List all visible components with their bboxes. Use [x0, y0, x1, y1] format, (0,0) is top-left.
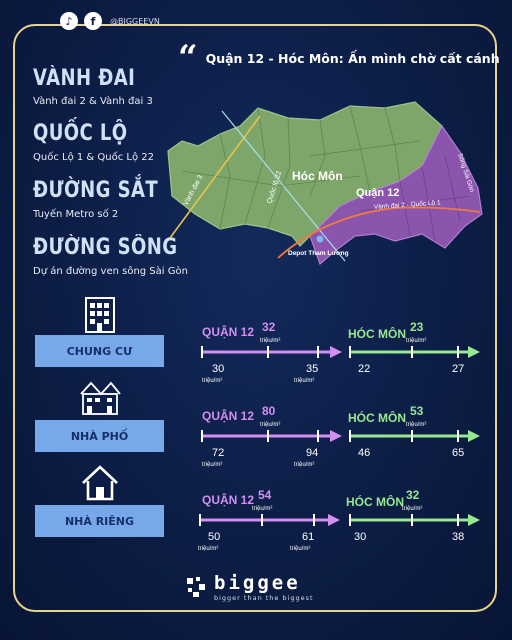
hm-timeline: HÓC MÔN 23 triệu/m² 22 27: [348, 320, 480, 375]
map-region-quan12: [309, 124, 483, 266]
hm-min-value: 30: [354, 531, 366, 543]
category-sub-waterway: Dự án đường ven sông Sài Gòn: [33, 266, 188, 277]
hm-label: HÓC MÔN: [346, 494, 404, 509]
q12-min-value: 30: [212, 363, 224, 375]
q12-min-unit: triệu/m²: [202, 378, 222, 384]
map-line-vanhdai3: [169, 115, 261, 239]
q12-timeline: QUẬN 12 54 triệu/m² 50 triệu/m² 61 triệu…: [198, 488, 340, 552]
category-title-waterway: ĐƯỜNG SÔNG: [33, 235, 178, 260]
social-handle: @BIGGEEVN: [110, 16, 160, 26]
tab-house[interactable]: NHÀ RIÊNG: [35, 505, 164, 537]
q12-avg-value: 80: [262, 404, 276, 418]
hm-label: HÓC MÔN: [348, 326, 406, 341]
tiktok-icon[interactable]: ♪: [60, 12, 78, 30]
category-sub-highway: Quốc Lộ 1 & Quốc Lộ 22: [33, 152, 154, 163]
quote-icon: “: [178, 38, 198, 78]
hm-avg-unit: triệu/m²: [406, 422, 426, 428]
page-title-block: “ Quận 12 - Hóc Môn: Ấn mình chờ cất cán…: [178, 38, 500, 78]
hm-timeline: HÓC MÔN 53 triệu/m² 46 65: [348, 404, 480, 459]
q12-max-unit: triệu/m²: [290, 546, 310, 552]
q12-max-unit: triệu/m²: [294, 462, 314, 468]
map-ward-lines: [181, 105, 421, 230]
q12-max-unit: triệu/m²: [294, 378, 314, 384]
q12-label: QUẬN 12: [202, 324, 254, 339]
district-map: Hóc Môn Quận 12 Vành đai 3 Quốc lộ 22 Và…: [167, 101, 483, 266]
brand-logo: biggee bigger than the biggest: [184, 572, 314, 602]
q12-min-unit: triệu/m²: [198, 546, 218, 552]
q12-max-value: 94: [306, 447, 318, 459]
page-title: Quận 12 - Hóc Môn: Ấn mình chờ cất cánh: [205, 50, 500, 66]
brand-tagline: bigger than the biggest: [214, 594, 314, 602]
content-frame: [13, 24, 497, 612]
hm-avg-unit: triệu/m²: [406, 338, 426, 344]
hm-max-value: 38: [452, 531, 464, 543]
q12-min-value: 50: [208, 531, 220, 543]
brand-name: biggee: [214, 572, 301, 594]
price-row-house: QUẬN 12 54 triệu/m² 50 triệu/m² 61 triệu…: [198, 488, 480, 552]
hm-avg-value: 32: [406, 488, 420, 502]
category-title-railway: ĐƯỜNG SẮT: [33, 178, 159, 203]
q12-max-value: 61: [302, 531, 314, 543]
hm-timeline: HÓC MÔN 32 triệu/m² 30 38: [346, 488, 480, 543]
townhouse-icon: [80, 381, 121, 415]
q12-timeline: QUẬN 12 80 triệu/m² 72 triệu/m² 94 triệu…: [201, 404, 342, 468]
tab-apartment[interactable]: CHUNG CƯ: [35, 335, 164, 367]
house-icon: [82, 465, 118, 501]
apartment-icon: [85, 297, 115, 333]
hm-max-value: 27: [452, 363, 464, 375]
category-title-ring-road: VÀNH ĐAI: [33, 66, 136, 91]
hm-avg-value: 23: [410, 320, 424, 334]
price-row-townhouse: QUẬN 12 80 triệu/m² 72 triệu/m² 94 triệu…: [201, 404, 480, 468]
q12-label: QUẬN 12: [202, 408, 254, 423]
q12-min-unit: triệu/m²: [202, 462, 222, 468]
q12-avg-unit: triệu/m²: [260, 422, 280, 428]
q12-avg-unit: triệu/m²: [260, 338, 280, 344]
map-line-ql22: [221, 110, 346, 262]
facebook-icon[interactable]: f: [84, 12, 102, 30]
social-bar: ♪ f @BIGGEEVN: [60, 12, 160, 30]
q12-min-value: 72: [212, 447, 224, 459]
hm-min-value: 46: [358, 447, 370, 459]
q12-max-value: 35: [306, 363, 318, 375]
category-sub-ring-road: Vành đai 2 & Vành đai 3: [33, 96, 153, 107]
q12-label: QUẬN 12: [202, 492, 254, 507]
map-label-depot: Depot Tham Lương: [288, 250, 349, 257]
biggee-logo-icon: [187, 577, 205, 597]
category-sub-railway: Tuyến Metro số 2: [33, 209, 119, 220]
tab-townhouse[interactable]: NHÀ PHỐ: [35, 420, 164, 452]
hm-min-value: 22: [358, 363, 370, 375]
map-label-hocmon: Hóc Môn: [292, 169, 343, 183]
map-line-vanhdai2: [277, 206, 481, 259]
q12-avg-value: 54: [258, 488, 272, 502]
hm-avg-value: 53: [410, 404, 424, 418]
map-label-q12: Quận 12: [356, 187, 399, 199]
q12-avg-value: 32: [262, 320, 276, 334]
q12-timeline: QUẬN 12 32 triệu/m² 30 triệu/m² 35 triệu…: [201, 320, 342, 384]
price-row-apartment: QUẬN 12 32 triệu/m² 30 triệu/m² 35 triệu…: [201, 320, 480, 384]
category-title-highway: QUỐC LỘ: [33, 121, 128, 146]
hm-max-value: 65: [452, 447, 464, 459]
q12-avg-unit: triệu/m²: [252, 506, 272, 512]
hm-label: HÓC MÔN: [348, 410, 406, 425]
depot-marker-icon: [316, 235, 324, 243]
hm-avg-unit: triệu/m²: [402, 506, 422, 512]
